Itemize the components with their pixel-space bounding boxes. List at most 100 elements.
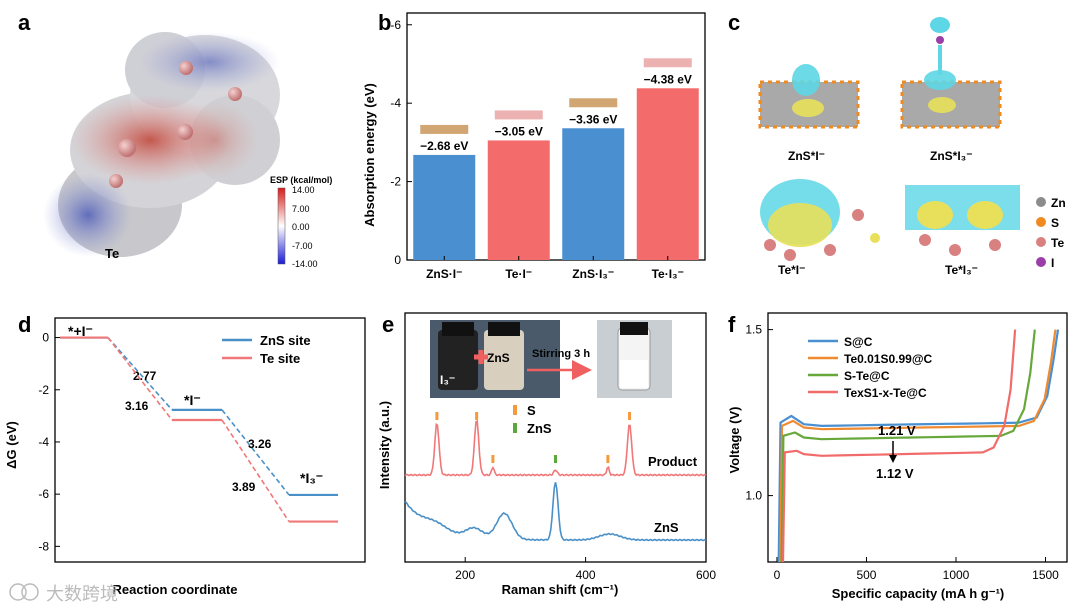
f-plot-frame	[767, 312, 1068, 563]
e-series-label: ZnS	[654, 520, 679, 535]
d-ytick-label: -8	[38, 539, 49, 553]
colorbar-tick: 7.00	[292, 204, 310, 214]
esp-molecule	[43, 32, 280, 257]
structure-te-i3	[905, 185, 1020, 256]
molecule-label: Te	[105, 246, 119, 261]
b-bar	[487, 140, 550, 260]
b-category-label: Te·I⁻	[505, 267, 532, 281]
b-bar	[413, 154, 476, 260]
e-s-peak-marker	[606, 455, 610, 463]
panel-e-label: e	[382, 312, 394, 337]
legend-te: Te	[1051, 236, 1064, 250]
legend-dot-s	[1036, 217, 1046, 227]
e-inset: I₃⁻ ZnS Stirring 3 h	[430, 320, 672, 398]
f-annotation-arrowhead	[889, 455, 897, 463]
inset-arrow-text: Stirring 3 h	[532, 348, 590, 360]
d-legend-label: Te site	[260, 351, 300, 366]
f-legend-label: TexS1-x-Te@C	[844, 386, 927, 400]
d-connector-1	[221, 419, 290, 522]
b-category-label: ZnS·I⁻	[426, 267, 462, 281]
panel-a: a Te ESP (kcal/mol) 14.00 7.00 0.00 -7.0…	[18, 10, 332, 269]
b-bar	[636, 88, 699, 261]
d-ytick-label: 0	[42, 331, 49, 345]
panel-c: c ZnS*I⁻ ZnS*I₃⁻	[728, 10, 1066, 277]
e-spectrum-zns	[404, 482, 707, 542]
b-data-label: −3.05 eV	[495, 124, 543, 138]
d-plot-frame	[54, 317, 366, 563]
b-structure-glyph	[569, 98, 618, 108]
d-step-label: 2.77	[133, 369, 157, 383]
b-ytick-label: 0	[394, 253, 401, 267]
panel-f: f Voltage (V) Specific capacity (mA h g⁻…	[727, 312, 1068, 601]
b-structure-glyph	[420, 124, 469, 134]
colorbar-tick: 0.00	[292, 222, 310, 232]
d-step-label: 3.89	[232, 480, 256, 494]
d-state-label: *I₃⁻	[300, 470, 323, 486]
structure-zns-i3	[900, 17, 1002, 129]
d-step-label: 3.16	[125, 399, 149, 413]
panel-b-label: b	[378, 10, 391, 35]
b-ylabel: Absorption energy (eV)	[362, 83, 377, 227]
b-data-label: −4.38 eV	[644, 72, 692, 86]
structure-zns-i	[758, 64, 860, 129]
e-legend-label: S	[527, 403, 536, 418]
f-ytick-label: 1.0	[745, 489, 762, 503]
esp-colorbar: ESP (kcal/mol) 14.00 7.00 0.00 -7.00 -14…	[270, 175, 332, 269]
e-legend-marker	[513, 423, 517, 433]
b-bar	[562, 128, 625, 260]
e-s-peak-marker	[475, 412, 479, 420]
f-xtick-label: 1000	[943, 568, 970, 582]
d-connector-1	[107, 337, 173, 421]
e-zns-peak-marker	[554, 455, 557, 463]
d-ytick-label: -6	[38, 487, 49, 501]
e-spectrum-product	[404, 419, 707, 477]
d-xlabel: Reaction coordinate	[113, 582, 238, 597]
f-curve-0	[777, 329, 1060, 563]
structure-label: ZnS*I⁻	[788, 149, 825, 163]
b-category-label: Te·I₃⁻	[652, 267, 684, 281]
d-ylabel: ΔG (eV)	[4, 421, 19, 469]
e-s-peak-marker	[435, 412, 439, 420]
f-curve-3	[781, 329, 1017, 563]
b-data-label: −2.68 eV	[420, 139, 468, 153]
e-legend-label: ZnS	[527, 421, 552, 436]
f-xtick-label: 1500	[1032, 568, 1059, 582]
b-category-label: ZnS·I₃⁻	[572, 267, 614, 281]
structure-label: ZnS*I₃⁻	[930, 149, 973, 163]
e-s-peak-marker	[628, 412, 632, 420]
f-legend-label: Te0.01S0.99@C	[844, 352, 933, 366]
panel-f-label: f	[728, 312, 736, 337]
panel-c-label: c	[728, 10, 740, 35]
d-connector-0	[221, 409, 290, 496]
f-annotation: 1.21 V	[878, 423, 916, 438]
b-ytick-label: -4	[390, 96, 401, 110]
f-annotation: 1.12 V	[876, 466, 914, 481]
panel-e: e Intensity (a.u.) Raman shift (cm⁻¹) I₃…	[377, 312, 716, 597]
b-structure-glyph	[494, 110, 543, 120]
d-legend-label: ZnS site	[260, 333, 311, 348]
d-connector-0	[107, 337, 173, 411]
watermark: 大数跨境	[9, 583, 118, 605]
colorbar-title: ESP (kcal/mol)	[270, 175, 332, 185]
e-xlabel: Raman shift (cm⁻¹)	[502, 582, 619, 597]
legend-dot-i	[1036, 257, 1046, 267]
legend-zn: Zn	[1051, 196, 1066, 210]
watermark-text: 大数跨境	[46, 584, 118, 605]
f-xtick-label: 500	[856, 568, 876, 582]
legend-dot-te	[1036, 237, 1046, 247]
legend-i: I	[1051, 256, 1054, 270]
e-plot-frame	[404, 312, 707, 563]
inset-left-label: I₃⁻	[440, 373, 455, 387]
b-ytick-label: -6	[390, 18, 401, 32]
legend-s: S	[1051, 216, 1059, 230]
b-structure-glyph	[643, 58, 692, 68]
f-legend-label: S-Te@C	[844, 369, 890, 383]
structure-label: Te*I⁻	[778, 263, 805, 277]
colorbar-tick: -7.00	[292, 241, 313, 251]
panel-b: b Absorption energy (eV) 0 -2 -4 -6 −2.68 eV…	[362, 10, 706, 281]
e-xtick-label: 200	[455, 568, 475, 582]
f-legend-label: S@C	[844, 335, 873, 349]
colorbar-tick: -14.00	[292, 259, 318, 269]
panel-d-label: d	[18, 312, 31, 337]
panel-d: d ΔG (eV) Reaction coordinate 0 -2 -4 -6 -8 *…	[4, 312, 366, 597]
